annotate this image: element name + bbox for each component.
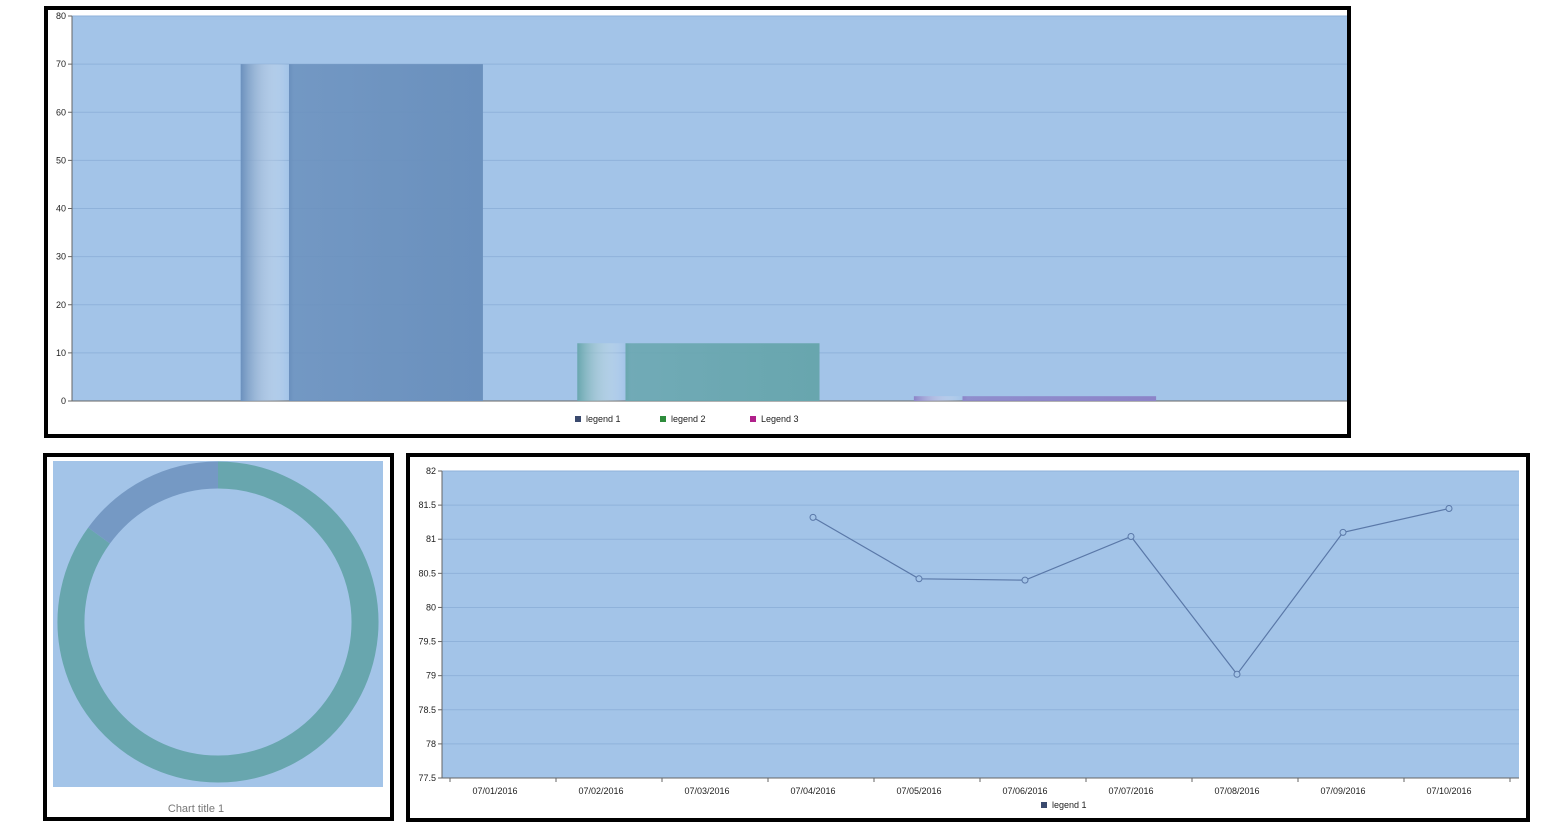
x-tick-label: 07/09/2016 bbox=[1320, 786, 1365, 796]
bar bbox=[577, 343, 820, 401]
legend-swatch bbox=[575, 416, 581, 422]
y-tick-label: 10 bbox=[56, 348, 66, 358]
y-tick-label: 77.5 bbox=[418, 773, 436, 783]
legend-swatch bbox=[750, 416, 756, 422]
legend-swatch bbox=[660, 416, 666, 422]
line-chart-panel: 77.5 78 78.5 79 79.5 80 80.5 81 81.5 82 07/01/2016… bbox=[406, 453, 1530, 822]
y-tick-label: 81 bbox=[426, 534, 436, 544]
y-tick-label: 60 bbox=[56, 107, 66, 117]
y-tick-label: 70 bbox=[56, 59, 66, 69]
x-tick-label: 07/04/2016 bbox=[790, 786, 835, 796]
y-tick-label: 80 bbox=[426, 602, 436, 612]
legend-label: legend 2 bbox=[671, 414, 706, 424]
legend-label: legend 1 bbox=[1052, 800, 1087, 810]
data-point bbox=[915, 575, 923, 583]
x-tick-label: 07/07/2016 bbox=[1108, 786, 1153, 796]
y-tick-label: 79 bbox=[426, 671, 436, 681]
donut-chart: Chart title 1 bbox=[53, 461, 383, 815]
x-tick-label: 07/03/2016 bbox=[684, 786, 729, 796]
legend-label: legend 1 bbox=[586, 414, 621, 424]
data-point bbox=[1445, 505, 1453, 513]
bar bbox=[913, 396, 1157, 401]
donut-slice bbox=[57, 461, 379, 783]
donut-chart-panel: Chart title 1 bbox=[43, 453, 394, 821]
y-tick-label: 30 bbox=[56, 252, 66, 262]
y-tick-label: 78.5 bbox=[418, 705, 436, 715]
y-tick-label: 81.5 bbox=[418, 500, 436, 510]
x-tick-label: 07/10/2016 bbox=[1426, 786, 1471, 796]
plot-area bbox=[53, 461, 383, 787]
x-tick-label: 07/01/2016 bbox=[472, 786, 517, 796]
legend-swatch bbox=[1041, 802, 1047, 808]
y-tick-label: 80 bbox=[56, 11, 66, 21]
y-tick-label: 80.5 bbox=[418, 568, 436, 578]
x-tick-label: 07/05/2016 bbox=[896, 786, 941, 796]
y-tick-label: 50 bbox=[56, 155, 66, 165]
data-point bbox=[1127, 532, 1135, 540]
legend-label: Legend 3 bbox=[761, 414, 799, 424]
y-tick-label: 0 bbox=[61, 396, 66, 406]
y-tick-label: 82 bbox=[426, 466, 436, 476]
x-tick-label: 07/08/2016 bbox=[1214, 786, 1259, 796]
line-chart: 77.5 78 78.5 79 79.5 80 80.5 81 81.5 82 07/01/2016… bbox=[418, 466, 1519, 810]
bar-chart-panel: 0 10 20 30 40 50 60 70 80 legend 1 legend 2 Legend … bbox=[44, 6, 1351, 438]
y-tick-label: 40 bbox=[56, 204, 66, 214]
data-point bbox=[1339, 528, 1347, 536]
y-tick-label: 20 bbox=[56, 300, 66, 310]
donut-slice bbox=[88, 461, 219, 544]
x-tick-label: 07/06/2016 bbox=[1002, 786, 1047, 796]
data-point bbox=[1233, 670, 1241, 678]
y-tick-label: 78 bbox=[426, 739, 436, 749]
plot-area bbox=[442, 471, 1519, 778]
data-point bbox=[1021, 576, 1029, 584]
chart-title: Chart title 1 bbox=[168, 803, 224, 815]
bar bbox=[240, 64, 483, 401]
y-tick-label: 79.5 bbox=[418, 637, 436, 647]
bar-chart: 0 10 20 30 40 50 60 70 80 legend 1 legend 2 Legend … bbox=[56, 11, 1347, 424]
data-point bbox=[809, 513, 817, 521]
x-tick-label: 07/02/2016 bbox=[578, 786, 623, 796]
